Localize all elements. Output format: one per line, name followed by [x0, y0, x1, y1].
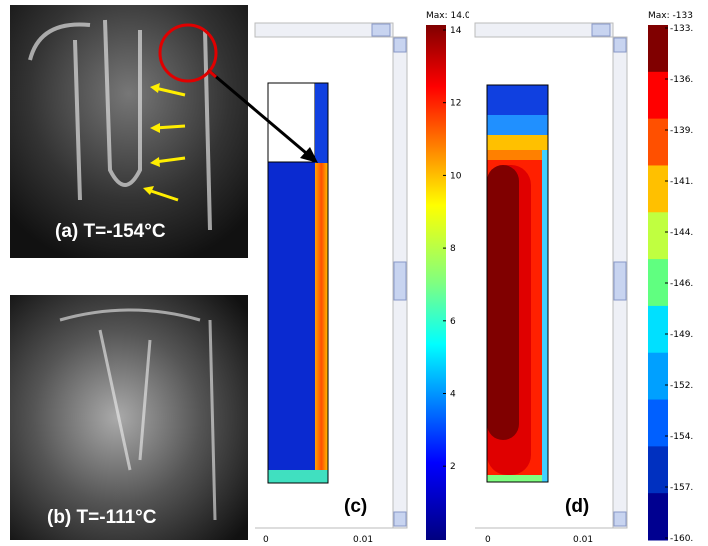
sim-c-top-wall [315, 83, 328, 163]
colorbar-band [648, 119, 668, 166]
sim-c-bottom [268, 470, 328, 483]
x-tick-label: 0 [263, 535, 269, 545]
panel-b-label: (b) T=-111°C [47, 507, 157, 528]
x-tick-label: 0.01 [573, 535, 593, 545]
colorbar-tick-label: 6 [450, 317, 456, 327]
colorbar-band [648, 306, 668, 353]
x-tick-label: 0.01 [353, 535, 373, 545]
colorbar-tick-label: 10 [450, 171, 462, 181]
sim-d [487, 85, 548, 482]
scroll-right-c[interactable] [372, 24, 390, 36]
colorbar-band [648, 353, 668, 400]
colorbar-tick-label: 4 [450, 390, 456, 400]
colorbar-tick-label: -144. [670, 228, 693, 238]
colorbar-tick-label: -157. [670, 483, 693, 493]
colorbar-tick-label: -133. [670, 24, 693, 34]
colorbar-band [648, 400, 668, 447]
x-tick-label: 0 [485, 535, 491, 545]
colorbar-band [648, 212, 668, 259]
colorbar-tick-label: -136. [670, 75, 693, 85]
sim-c-wall [315, 163, 328, 483]
colorbar-tick-label: 2 [450, 462, 456, 472]
max-label-c: Max: 14.0 [426, 11, 471, 21]
scroll-thumb-d[interactable] [614, 262, 626, 300]
colorbar-tick-label: 8 [450, 244, 456, 254]
panel-d-label: (d) [565, 496, 589, 517]
scroll-thumb-c[interactable] [394, 262, 406, 300]
colorbar-tick-label: -154. [670, 432, 693, 442]
colorbar-band [648, 165, 668, 212]
colorbar-tick-label: -139. [670, 126, 693, 136]
scroll-down-c[interactable] [394, 512, 406, 526]
colorbar-band [648, 493, 668, 540]
panel-c-label: (c) [344, 496, 367, 517]
colorbar-tick-label: 12 [450, 99, 461, 109]
colorbar-tick-label: -152. [670, 381, 693, 391]
scroll-up-c[interactable] [394, 38, 406, 52]
colorbar-tick-label: 14 [450, 26, 462, 36]
colorbar-tick-label: -149. [670, 330, 693, 340]
figure: (a) T=-154°C (b) T=-111°C (c) Max: 14.0 … [0, 0, 708, 546]
max-label-d: Max: -133 [648, 11, 693, 21]
scroll-right-d[interactable] [592, 24, 610, 36]
page: (a) T=-154°C (b) T=-111°C (c) Max: 14.0 … [0, 0, 708, 546]
scroll-up-d[interactable] [614, 38, 626, 52]
colorbar-tick-label: -160. [670, 534, 693, 544]
colorbar-tick-label: -141. [670, 177, 693, 187]
panel-a-label: (a) T=-154°C [55, 221, 166, 242]
colorbar-tick-label: -146. [670, 279, 693, 289]
scroll-down-d[interactable] [614, 512, 626, 526]
colorbar-band [648, 25, 668, 72]
